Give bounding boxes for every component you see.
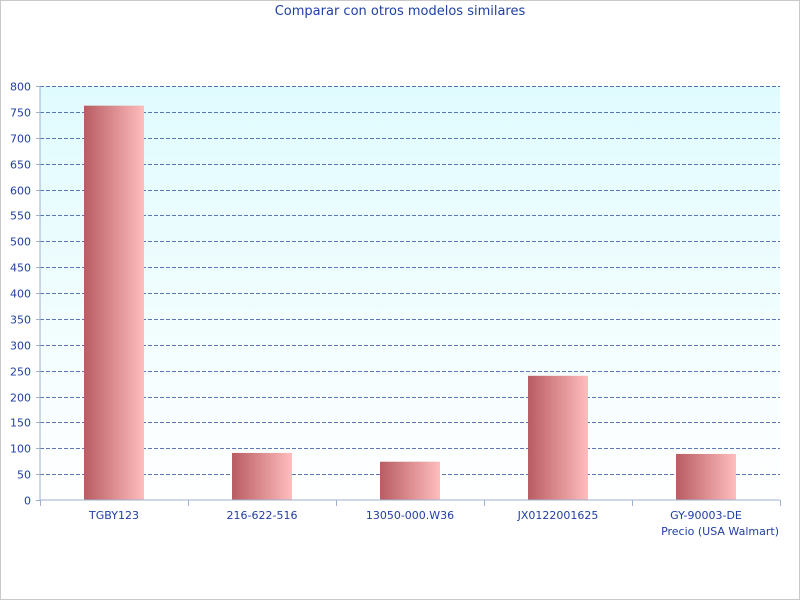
x-tick-label: JX0122001625 (517, 509, 599, 522)
grid-lines (40, 86, 780, 475)
x-tick-label: 216-622-516 (227, 509, 298, 522)
y-tick-label: 800 (10, 81, 31, 94)
y-tick-label: 0 (24, 495, 31, 508)
y-tick-label: 250 (10, 366, 31, 379)
x-tick-label: TGBY123 (88, 509, 139, 522)
y-tick-label: 50 (17, 469, 31, 482)
y-tick-label: 700 (10, 133, 31, 146)
plot-area (40, 86, 780, 500)
chart-title: Comparar con otros modelos similares (274, 4, 526, 19)
bars (84, 105, 736, 500)
bar (528, 375, 588, 500)
x-tick-label: 13050-000.W36 (366, 509, 454, 522)
y-tick-label: 150 (10, 417, 31, 430)
y-tick-label: 450 (10, 262, 31, 275)
y-tick-label: 100 (10, 443, 31, 456)
y-tick-label: 300 (10, 340, 31, 353)
y-tick-label: 400 (10, 288, 31, 301)
y-tick-label: 750 (10, 107, 31, 120)
x-tick-label: GY-90003-DE (670, 509, 742, 522)
y-tick-label: 650 (10, 159, 31, 172)
y-tick-label: 350 (10, 314, 31, 327)
x-axis-title: Precio (USA Walmart) (661, 525, 779, 538)
y-tick-labels: 0 50 100 150 200 250 300 350 400 450 500 550 600 650 7… (10, 81, 40, 508)
y-tick-label: 550 (10, 210, 31, 223)
y-tick-label: 600 (10, 185, 31, 198)
bar (380, 461, 440, 500)
bar (676, 453, 736, 500)
y-tick-label: 200 (10, 392, 31, 405)
x-tick-labels: TGBY123 216-622-516 13050-000.W36 JX0122001… (40, 500, 781, 522)
bar (232, 452, 292, 500)
bar (84, 105, 144, 500)
y-tick-label: 500 (10, 236, 31, 249)
